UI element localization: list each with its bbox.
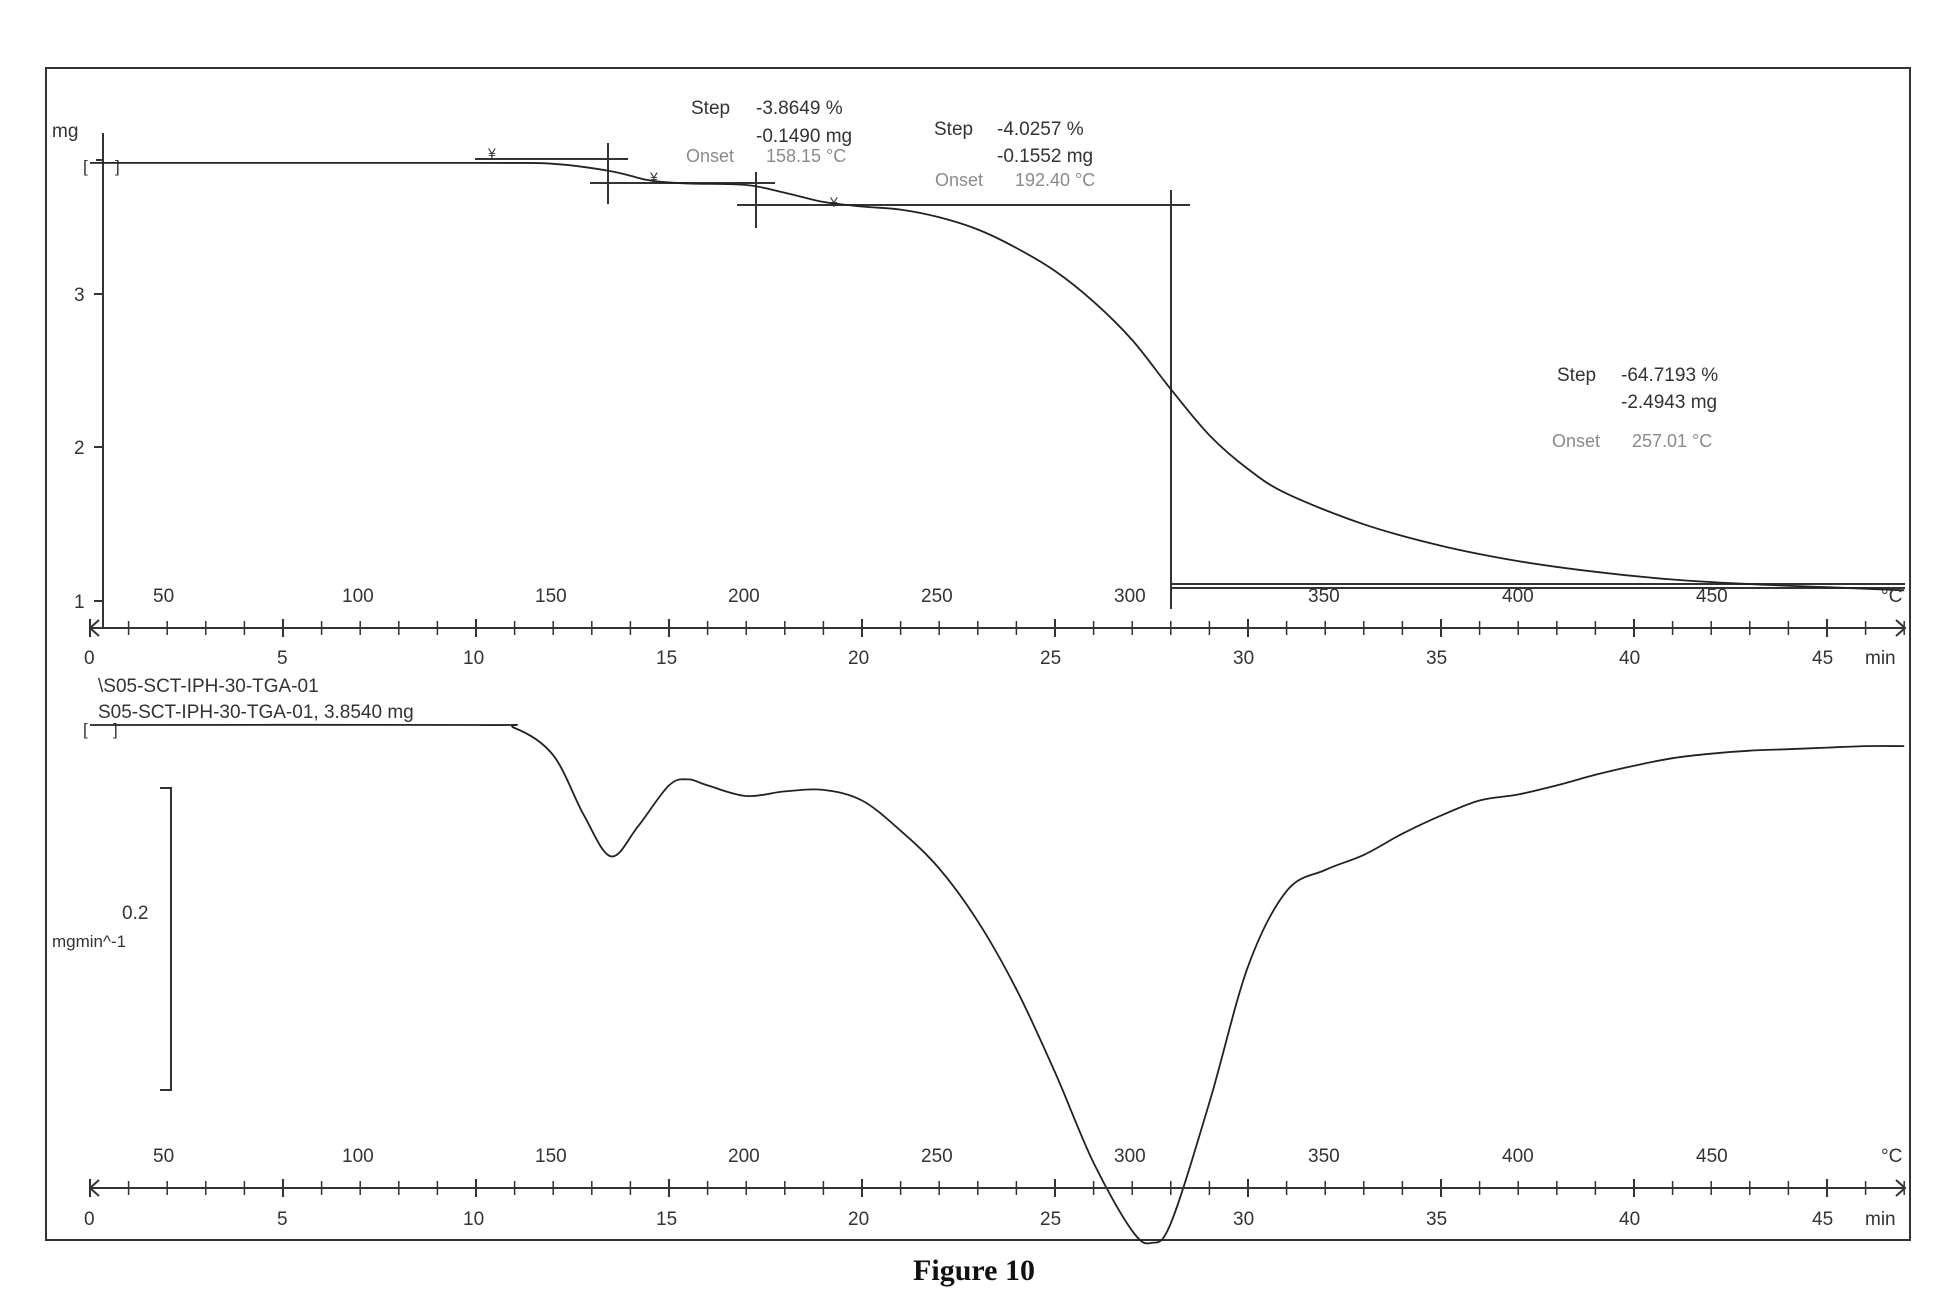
tga-time-tick-15: 15	[656, 648, 677, 669]
tga-range-marker-right: ]	[115, 157, 120, 176]
step-1-percent: -3.8649 %	[756, 98, 843, 119]
step-annotation-2: Step -4.0257 % -0.1552 mg Onset 192.40 °…	[934, 119, 1095, 190]
dtg-time-ticks: 0 5 10 15 20 25 30 35 40 45 min	[84, 1209, 1896, 1230]
tga-panel: mg [ ] 3 2 1 ¥ ¥ ¥ Step -3.8649 % -0.14	[52, 98, 1905, 669]
step-3-label: Step	[1557, 365, 1596, 386]
dtg-scale-value: 0.2	[122, 903, 148, 924]
dtg-temp-tick-250: 250	[921, 1146, 953, 1167]
dtg-time-tick-40: 40	[1619, 1209, 1640, 1230]
tga-range-marker: [	[83, 157, 88, 176]
dtg-temp-tick-450: 450	[1696, 1146, 1728, 1167]
tga-curve-mark-2: ¥	[649, 169, 658, 185]
dtg-time-unit: min	[1865, 1209, 1896, 1230]
dtg-time-tick-25: 25	[1040, 1209, 1061, 1230]
tga-figure: mg [ ] 3 2 1 ¥ ¥ ¥ Step -3.8649 % -0.14	[0, 0, 1949, 1311]
figure-caption: Figure 10	[913, 1254, 1035, 1287]
dtg-range-marker-right: ]	[113, 720, 118, 739]
step-1-onset-label: Onset	[686, 146, 734, 166]
step-annotation-3: Step -64.7193 % -2.4943 mg Onset 257.01 …	[1552, 365, 1718, 451]
step-2-mass: -0.1552 mg	[997, 146, 1093, 167]
tga-time-tick-0: 0	[84, 648, 95, 669]
dtg-file-label: \S05-SCT-IPH-30-TGA-01	[98, 676, 319, 697]
tga-y-tick-label-1: 1	[74, 592, 85, 613]
tga-time-tick-30: 30	[1233, 648, 1254, 669]
step-3-onset-label: Onset	[1552, 431, 1600, 451]
tga-time-tick-5: 5	[277, 648, 288, 669]
dtg-temp-tick-350: 350	[1308, 1146, 1340, 1167]
tga-curve-mark-1: ¥	[487, 145, 496, 161]
dtg-time-tick-45: 45	[1812, 1209, 1833, 1230]
step-2-onset-value: 192.40 °C	[1015, 170, 1095, 190]
tga-curve-mark-3: ¥	[829, 194, 838, 210]
step-annotation-1: Step -3.8649 % -0.1490 mg Onset 158.15 °…	[686, 98, 852, 166]
dtg-time-tick-15: 15	[656, 1209, 677, 1230]
dtg-temp-ticks: 50 100 150 200 250 300 350 400 450 °C	[153, 1146, 1902, 1167]
step-3-mass: -2.4943 mg	[1621, 392, 1717, 413]
tga-y-tick-label-2: 2	[74, 438, 85, 459]
tga-temp-ticks: 50 100 150 200 250 300 350 400 450 °C	[153, 586, 1902, 607]
dtg-panel: \S05-SCT-IPH-30-TGA-01 S05-SCT-IPH-30-TG…	[52, 676, 1905, 1243]
step-2-label: Step	[934, 119, 973, 140]
dtg-time-tick-35: 35	[1426, 1209, 1447, 1230]
step-1-label: Step	[691, 98, 730, 119]
dtg-temp-tick-400: 400	[1502, 1146, 1534, 1167]
tga-temp-tick-150: 150	[535, 586, 567, 607]
dtg-time-tick-30: 30	[1233, 1209, 1254, 1230]
step-2-onset-label: Onset	[935, 170, 983, 190]
dtg-time-tick-10: 10	[463, 1209, 484, 1230]
tga-y-ticks: 3 2 1	[74, 285, 103, 613]
dtg-sample-label: S05-SCT-IPH-30-TGA-01, 3.8540 mg	[98, 702, 414, 723]
tga-time-tick-20: 20	[848, 648, 869, 669]
tga-temp-unit: °C	[1881, 586, 1902, 607]
tga-time-tick-45: 45	[1812, 648, 1833, 669]
dtg-temp-tick-300: 300	[1114, 1146, 1146, 1167]
dtg-time-tick-20: 20	[848, 1209, 869, 1230]
step-3-onset-value: 257.01 °C	[1632, 431, 1712, 451]
dtg-temp-unit: °C	[1881, 1146, 1902, 1167]
tga-time-tick-10: 10	[463, 648, 484, 669]
tga-temp-tick-350: 350	[1308, 586, 1340, 607]
tga-temp-tick-450: 450	[1696, 586, 1728, 607]
tga-temp-tick-200: 200	[728, 586, 760, 607]
tga-time-tick-35: 35	[1426, 648, 1447, 669]
dtg-time-tick-5: 5	[277, 1209, 288, 1230]
dtg-temp-tick-100: 100	[342, 1146, 374, 1167]
dtg-time-tick-0: 0	[84, 1209, 95, 1230]
dtg-temp-tick-50: 50	[153, 1146, 174, 1167]
step-3-percent: -64.7193 %	[1621, 365, 1718, 386]
tga-temp-tick-100: 100	[342, 586, 374, 607]
tga-time-ticks: 0 5 10 15 20 25 30 35 40 45 min	[84, 648, 1896, 669]
tga-temp-tick-300: 300	[1114, 586, 1146, 607]
tga-time-unit: min	[1865, 648, 1896, 669]
tga-time-tick-40: 40	[1619, 648, 1640, 669]
step-1-mass: -0.1490 mg	[756, 126, 852, 147]
tga-y-tick-label-3: 3	[74, 285, 85, 306]
tga-temp-tick-50: 50	[153, 586, 174, 607]
step-1-onset-value: 158.15 °C	[766, 146, 846, 166]
tga-temp-tick-400: 400	[1502, 586, 1534, 607]
dtg-temp-tick-150: 150	[535, 1146, 567, 1167]
dtg-scale-unit: mgmin^-1	[52, 932, 126, 951]
dtg-scale-bar	[160, 788, 171, 1090]
step-2-percent: -4.0257 %	[997, 119, 1084, 140]
tga-y-unit-label: mg	[52, 121, 78, 142]
tga-time-tick-25: 25	[1040, 648, 1061, 669]
tga-temp-tick-250: 250	[921, 586, 953, 607]
dtg-range-marker: [	[83, 720, 88, 739]
dtg-temp-tick-200: 200	[728, 1146, 760, 1167]
